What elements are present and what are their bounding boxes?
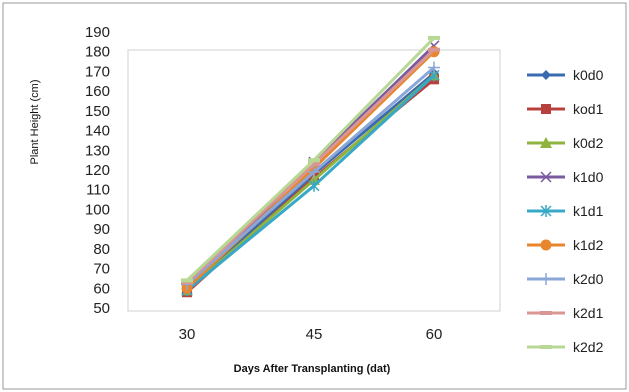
y-tick-label: 180 (85, 44, 110, 61)
legend-label-k1d0: k1d0 (573, 169, 604, 185)
y-tick-label: 160 (85, 83, 110, 100)
legend-marker-kod1 (541, 104, 551, 114)
y-tick-label: 150 (85, 103, 110, 120)
legend: k0d0 kod1 k0d2 k1d0 k1d1 k1d2 k2d0 k2d1 k2d2 (527, 67, 604, 355)
legend-marker-k2d1 (540, 311, 552, 315)
series-layer (181, 35, 440, 298)
legend-label-k0d2: k0d2 (573, 135, 604, 151)
y-tick-label: 130 (85, 142, 110, 159)
y-tick-label: 70 (93, 261, 110, 278)
x-tick-label: 60 (426, 326, 443, 343)
legend-marker-k0d2 (540, 137, 552, 148)
data-point-k2d1-60 (428, 47, 440, 52)
data-point-k2d0-45 (308, 165, 320, 178)
data-point-k1d1-45 (308, 179, 320, 192)
data-point-k2d2-60 (428, 35, 440, 40)
y-tick-label: 110 (86, 182, 110, 199)
legend-item-kod1: kod1 (527, 101, 604, 117)
legend-label-k1d1: k1d1 (573, 203, 604, 219)
x-tick-label: 30 (179, 326, 196, 343)
y-tick-label: 190 (85, 24, 110, 41)
legend-item-k1d1: k1d1 (527, 203, 604, 219)
y-tick-label: 140 (85, 123, 110, 140)
legend-label-kod1: kod1 (573, 101, 604, 117)
plot-area-frame (127, 49, 501, 312)
y-tick-label: 120 (85, 162, 110, 179)
x-axis-ticks: 30 45 60 (179, 326, 443, 343)
data-point-k2d2-45 (308, 158, 320, 163)
legend-marker-k1d2 (540, 239, 552, 251)
data-point-k2d0-60 (428, 61, 440, 74)
legend-marker-k2d2 (540, 345, 552, 349)
y-tick-label: 80 (93, 241, 110, 258)
y-tick-label: 170 (85, 63, 110, 80)
x-tick-label: 45 (306, 326, 323, 343)
series-k2d2 (181, 35, 440, 283)
legend-marker-k0d0 (541, 70, 551, 80)
y-tick-label: 100 (85, 201, 110, 218)
legend-item-k0d2: k0d2 (527, 135, 604, 151)
y-axis-ticks: 50 60 70 80 90 100 110 120 130 140 150 160 170 180 190 (85, 24, 110, 317)
legend-marker-k1d1 (540, 205, 552, 217)
legend-item-k2d1: k2d1 (527, 305, 604, 321)
data-point-k2d2-30 (181, 278, 193, 283)
legend-label-k0d0: k0d0 (573, 67, 604, 83)
legend-item-k2d0: k2d0 (527, 271, 604, 287)
data-point-k2d1-45 (308, 162, 320, 167)
legend-marker-k2d0 (540, 273, 552, 285)
legend-label-k2d0: k2d0 (573, 271, 604, 287)
y-tick-label: 50 (93, 300, 110, 317)
legend-item-k0d0: k0d0 (527, 67, 604, 83)
legend-marker-k1d0 (540, 171, 552, 183)
legend-item-k2d2: k2d2 (527, 339, 604, 355)
legend-label-k2d1: k2d1 (573, 305, 604, 321)
x-axis-title: Days After Transplanting (dat) (234, 363, 391, 375)
legend-item-k1d0: k1d0 (527, 169, 604, 185)
legend-label-k1d2: k1d2 (573, 237, 604, 253)
legend-label-k2d2: k2d2 (573, 339, 604, 355)
y-axis-title: Plant Height (cm) (29, 80, 41, 165)
legend-item-k1d2: k1d2 (527, 237, 604, 253)
y-tick-label: 90 (93, 221, 110, 238)
y-tick-label: 60 (93, 280, 110, 297)
